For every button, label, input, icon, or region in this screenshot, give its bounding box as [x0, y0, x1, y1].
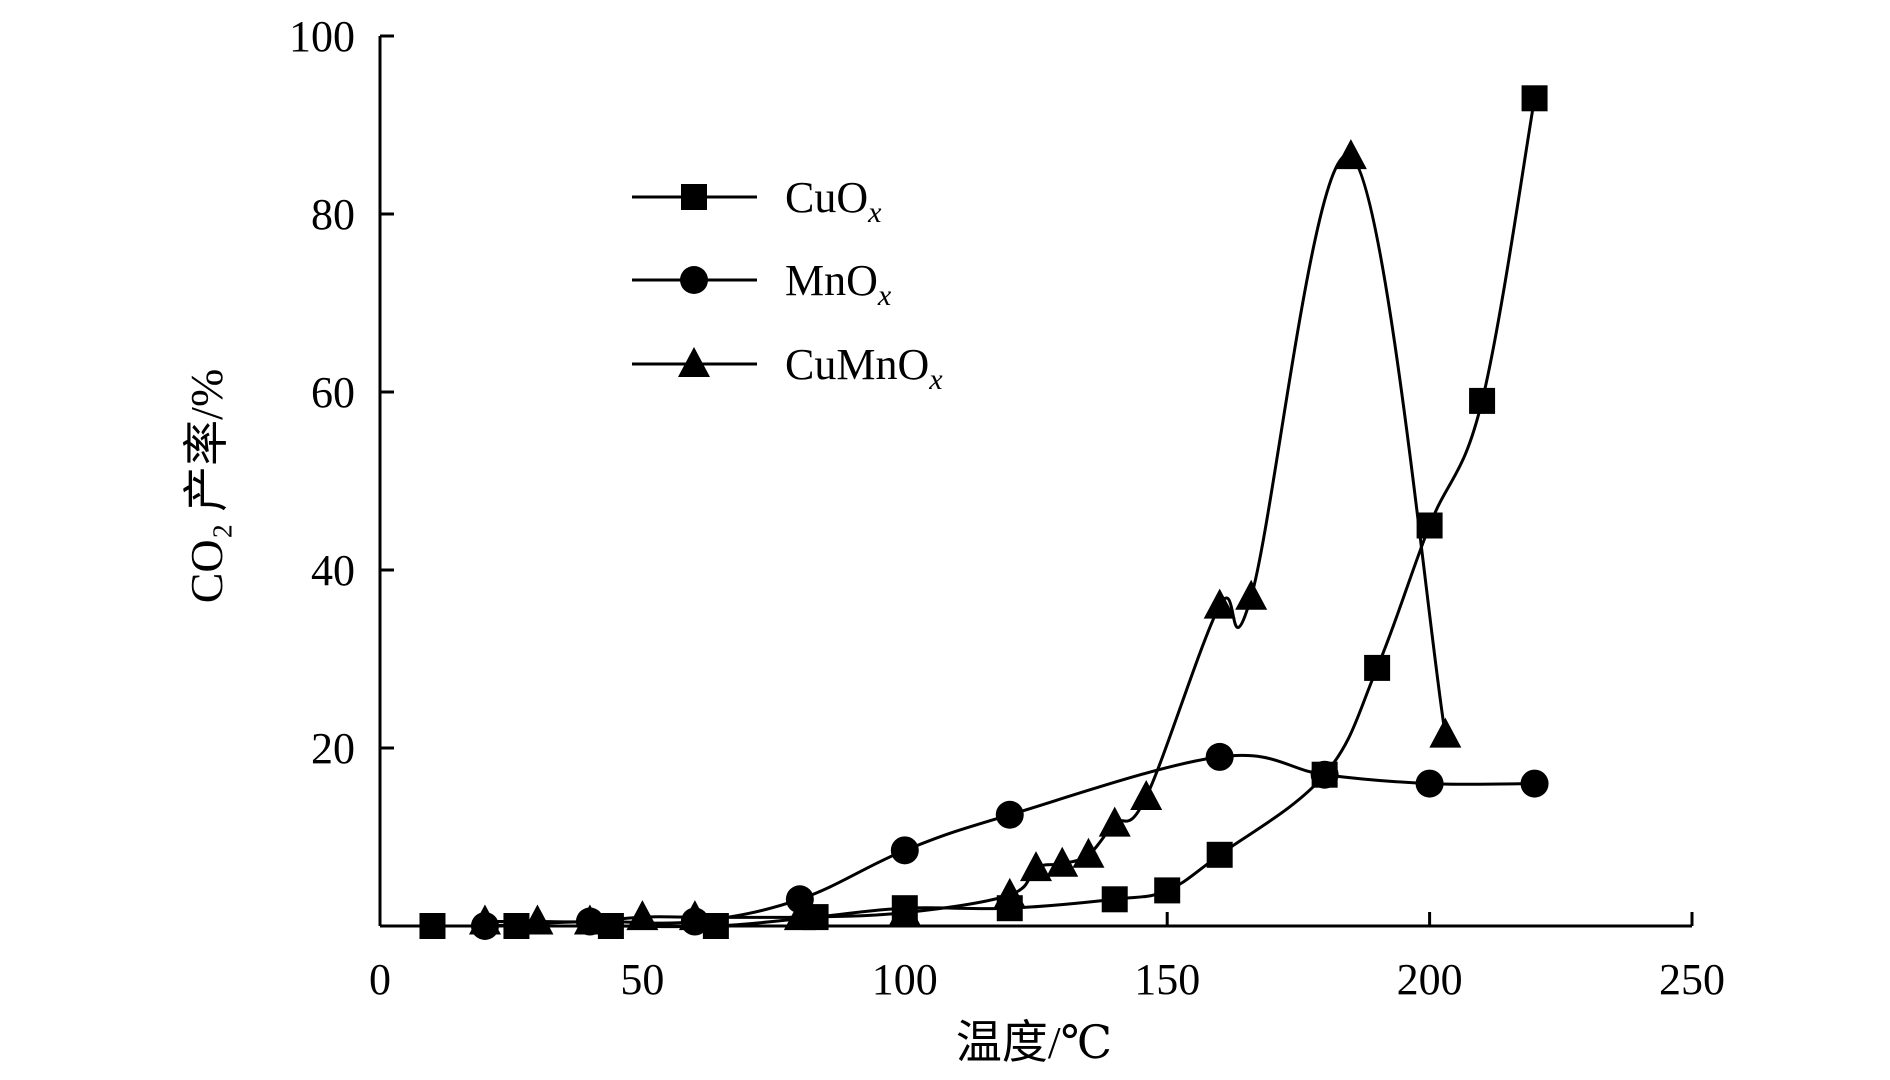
data-point-cuox	[1154, 877, 1181, 904]
series-line-cuox	[432, 98, 1537, 929]
data-point-cumnox	[1020, 851, 1052, 882]
legend-marker-mnox	[680, 266, 708, 294]
data-point-mnox	[1205, 742, 1234, 771]
data-point-cumnox	[626, 900, 659, 931]
data-point-mnox	[785, 885, 814, 914]
x-tick-label: 150	[1134, 955, 1200, 1004]
x-axis-title: 温度/℃	[956, 1017, 1112, 1068]
series-layer	[419, 85, 1549, 940]
y-tick-label: 100	[289, 12, 355, 61]
legend-label-cumnox: CuMnOx	[785, 340, 943, 396]
data-point-cumnox	[783, 900, 816, 931]
data-point-cumnox	[1235, 579, 1268, 610]
y-tick-label: 60	[311, 368, 355, 417]
data-point-cuox	[419, 913, 446, 939]
data-point-cumnox	[573, 904, 606, 935]
data-point-mnox	[1520, 769, 1549, 798]
legend-marker-cuox	[681, 184, 707, 210]
legend-marker-cumnox	[678, 347, 710, 377]
x-tick-label: 250	[1659, 955, 1725, 1004]
y-tick-label: 20	[311, 724, 355, 773]
data-point-cumnox	[1098, 806, 1131, 837]
x-tick-label: 0	[369, 955, 391, 1004]
data-point-cuox	[1206, 841, 1233, 868]
data-point-cuox	[1364, 654, 1391, 681]
data-point-cumnox	[521, 904, 554, 935]
x-tick-label: 50	[620, 955, 664, 1004]
x-tick-label: 100	[872, 955, 938, 1004]
legend-label-cuox: CuOx	[785, 173, 882, 229]
x-tick-label: 200	[1397, 955, 1463, 1004]
legend: CuOx MnOx CuMnOx	[632, 173, 943, 396]
data-point-cumnox	[1046, 846, 1079, 877]
data-point-cumnox	[678, 900, 711, 931]
data-point-cumnox	[1072, 837, 1105, 868]
data-point-cumnox	[888, 895, 921, 926]
y-axis-title: CO₂ 产率/%	[181, 369, 232, 604]
data-point-mnox	[890, 836, 919, 865]
series-cuox	[419, 85, 1548, 939]
data-point-cuox	[1469, 387, 1496, 414]
data-point-cumnox	[1429, 717, 1462, 748]
series-line-cumnox	[484, 153, 1447, 924]
y-tick-label: 80	[311, 190, 355, 239]
axes: 0 50 100 150 200 250 20 40 60 80 100	[289, 12, 1725, 1004]
legend-label-mnox: MnOx	[785, 256, 892, 312]
data-point-cumnox	[468, 904, 501, 935]
data-point-cuox	[1101, 886, 1128, 913]
data-point-mnox	[1415, 769, 1444, 798]
data-point-mnox	[995, 800, 1024, 829]
data-point-mnox	[1310, 760, 1339, 789]
series-cumnox	[468, 139, 1462, 935]
data-point-cumnox	[1203, 588, 1236, 619]
data-point-cuox	[1521, 85, 1548, 112]
data-point-cumnox	[1130, 779, 1163, 810]
data-point-cumnox	[993, 877, 1026, 908]
data-point-cumnox	[1334, 139, 1367, 170]
y-tick-label: 40	[311, 546, 355, 595]
